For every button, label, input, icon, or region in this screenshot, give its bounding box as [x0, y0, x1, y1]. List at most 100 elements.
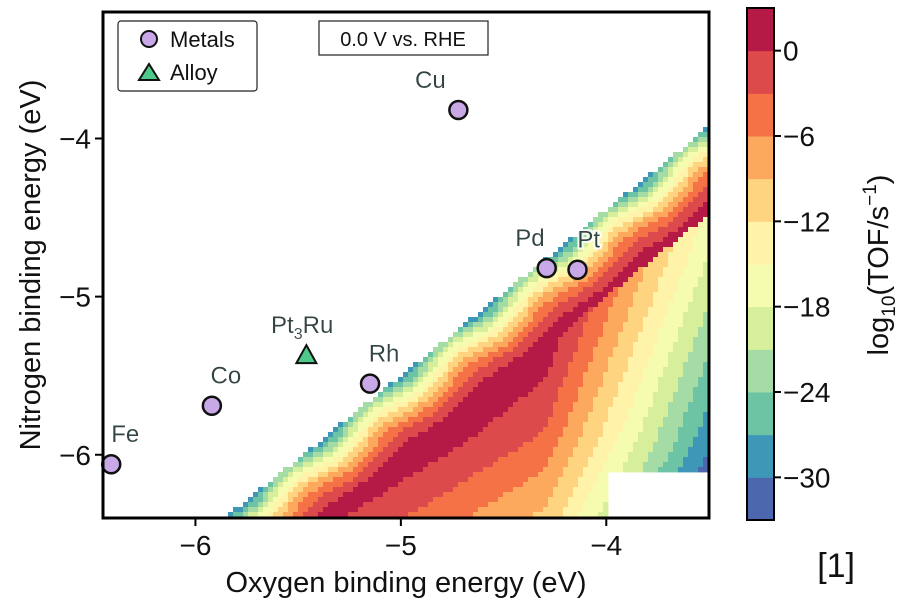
contour-cell: [293, 497, 299, 503]
contour-cell: [383, 447, 389, 453]
contour-cell: [428, 497, 434, 503]
contour-cell: [648, 422, 654, 428]
contour-cell: [413, 462, 419, 468]
contour-cell: [628, 217, 634, 223]
contour-cell: [613, 247, 619, 253]
contour-cell: [423, 462, 429, 468]
contour-cell: [438, 367, 444, 373]
contour-cell: [498, 307, 504, 313]
contour-cell: [563, 412, 569, 418]
contour-cell: [538, 342, 544, 348]
contour-cell: [493, 437, 499, 443]
contour-cell: [618, 457, 624, 463]
contour-cell: [588, 257, 594, 263]
contour-cell: [638, 337, 644, 343]
contour-cell: [593, 272, 599, 278]
contour-cell: [398, 397, 404, 403]
contour-cell: [623, 282, 629, 288]
contour-cell: [528, 482, 534, 488]
contour-cell: [618, 332, 624, 338]
contour-cell: [433, 397, 439, 403]
contour-cell: [693, 192, 699, 198]
contour-cell: [348, 492, 354, 498]
contour-cell: [328, 467, 334, 473]
contour-cell: [688, 162, 694, 168]
contour-cell: [663, 277, 669, 283]
contour-cell: [473, 477, 479, 483]
contour-cell: [263, 492, 269, 498]
contour-cell: [683, 432, 689, 438]
contour-cell: [493, 512, 499, 518]
contour-cell: [468, 362, 474, 368]
contour-cell: [603, 347, 609, 353]
contour-cell: [553, 372, 559, 378]
contour-cell: [543, 407, 549, 413]
contour-cell: [698, 457, 704, 463]
contour-cell: [313, 472, 319, 478]
contour-cell: [413, 437, 419, 443]
contour-cell: [543, 472, 549, 478]
contour-cell: [388, 492, 394, 498]
contour-cell: [548, 342, 554, 348]
contour-cell: [443, 507, 449, 513]
contour-cell: [463, 412, 469, 418]
contour-cell: [498, 407, 504, 413]
contour-cell: [568, 312, 574, 318]
contour-cell: [493, 312, 499, 318]
contour-cell: [278, 497, 284, 503]
contour-cell: [693, 307, 699, 313]
contour-cell: [628, 192, 634, 198]
contour-cell: [563, 402, 569, 408]
contour-cell: [518, 457, 524, 463]
contour-cell: [598, 452, 604, 458]
contour-cell: [343, 482, 349, 488]
contour-cell: [648, 292, 654, 298]
contour-cell: [563, 407, 569, 413]
contour-cell: [618, 357, 624, 363]
contour-cell: [388, 402, 394, 408]
contour-cell: [558, 437, 564, 443]
contour-cell: [483, 367, 489, 373]
contour-cell: [583, 277, 589, 283]
contour-cell: [538, 442, 544, 448]
contour-cell: [508, 512, 514, 518]
contour-cell: [408, 497, 414, 503]
contour-cell: [683, 437, 689, 443]
contour-cell: [483, 507, 489, 513]
contour-cell: [528, 432, 534, 438]
contour-cell: [663, 297, 669, 303]
contour-cell: [673, 152, 679, 158]
contour-cell: [478, 397, 484, 403]
contour-cell: [558, 467, 564, 473]
contour-cell: [463, 512, 469, 518]
contour-cell: [518, 317, 524, 323]
contour-cell: [603, 242, 609, 248]
contour-cell: [563, 367, 569, 373]
contour-cell: [438, 452, 444, 458]
point-label: Rh: [369, 341, 400, 368]
contour-cell: [623, 307, 629, 313]
contour-cell: [623, 227, 629, 233]
contour-cell: [673, 202, 679, 208]
point-label-end: Ru: [303, 312, 334, 339]
contour-cell: [538, 462, 544, 468]
contour-cell: [508, 287, 514, 293]
contour-cell: [693, 232, 699, 238]
contour-cell: [693, 282, 699, 288]
contour-cell: [683, 192, 689, 198]
contour-cell: [658, 237, 664, 243]
contour-cell: [338, 482, 344, 488]
contour-cell: [653, 212, 659, 218]
contour-cell: [508, 402, 514, 408]
contour-cell: [488, 452, 494, 458]
contour-cell: [588, 482, 594, 488]
contour-cell: [518, 477, 524, 483]
contour-cell: [513, 407, 519, 413]
contour-cell: [688, 277, 694, 283]
contour-cell: [683, 362, 689, 368]
contour-cell: [523, 337, 529, 343]
x-axis-label: Oxygen binding energy (eV): [225, 567, 586, 599]
contour-cell: [328, 462, 334, 468]
legend-metals-marker: [140, 30, 158, 48]
